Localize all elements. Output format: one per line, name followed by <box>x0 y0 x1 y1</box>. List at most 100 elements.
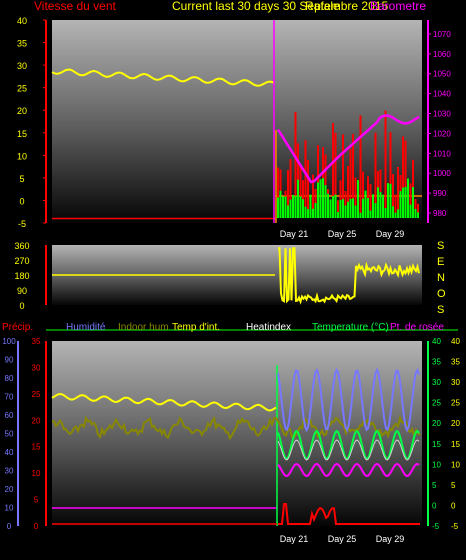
precip-tick: 25 <box>32 390 41 399</box>
legend-item: Heatindex <box>246 322 291 333</box>
precip-tick: 10 <box>32 469 41 478</box>
dir-tick: 360 <box>14 241 29 251</box>
x-tick: Day 25 <box>328 534 357 544</box>
chart-top: -5 0 5 10 15 20 25 30 35 40 980 990 1000 1010 1020 1030… <box>17 16 451 239</box>
dir-letter: E <box>437 256 444 268</box>
precip-tick: 20 <box>32 416 41 425</box>
temp-far-tick: 0 <box>451 501 456 510</box>
series-direction <box>278 247 420 305</box>
hum-tick: 10 <box>5 504 14 513</box>
temp-far-tick: 40 <box>451 337 460 346</box>
hum-tick: 0 <box>7 522 12 531</box>
y-left-tick: 15 <box>17 129 27 139</box>
x-tick: Day 29 <box>376 229 405 239</box>
hum-tick: 20 <box>5 485 14 494</box>
temp-tick: 40 <box>432 337 441 346</box>
series-line-yellow <box>51 68 275 87</box>
dir-letter: S <box>437 304 444 316</box>
legend-item: Humidité <box>66 322 106 333</box>
legend-bottom: Précip. Humidité Indoor hum Temp d'int. Heat… <box>2 322 444 333</box>
y-right-tick: 1070 <box>433 30 451 39</box>
temp-far-tick: 10 <box>451 460 460 469</box>
hum-tick: 30 <box>5 467 14 476</box>
hum-tick: 70 <box>5 393 14 402</box>
y-right-tick: 1010 <box>433 149 451 158</box>
temp-far-tick: 15 <box>451 440 460 449</box>
series-barometre <box>276 114 420 184</box>
precip-tick: 30 <box>32 363 41 372</box>
y-left-tick: 40 <box>17 16 27 26</box>
series-heatindex <box>277 439 420 461</box>
temp-tick: 10 <box>432 460 441 469</box>
chart-direction: 0 90 180 270 360 <box>14 241 458 331</box>
dir-letter: N <box>437 272 445 284</box>
temp-tick: 0 <box>432 501 437 510</box>
temp-tick: 20 <box>432 419 441 428</box>
x-tick: Day 21 <box>280 534 309 544</box>
legend-item: Précip. <box>2 322 33 333</box>
legend-item: Pt. de rosée <box>390 322 444 333</box>
chart-bottom: 010203040506070809010005101520253035-505… <box>2 337 460 544</box>
x-tick: Day 29 <box>376 534 405 544</box>
series-dewpoint <box>277 462 420 478</box>
precip-tick: 35 <box>32 337 41 346</box>
dir-letter: O <box>437 288 446 300</box>
series-humidite <box>277 367 420 433</box>
temp-tick: 35 <box>432 358 441 367</box>
temp-tick: 25 <box>432 399 441 408</box>
y-left-tick: 20 <box>17 106 27 116</box>
hum-tick: 40 <box>5 448 14 457</box>
title-center: Current last 30 days 30 Septembre 2015 <box>172 0 388 13</box>
temp-far-tick: 25 <box>451 399 460 408</box>
y-right-tick: 990 <box>433 189 447 198</box>
y-left-tick: 25 <box>17 84 27 94</box>
precip-tick: 0 <box>34 522 39 531</box>
y-left-tick: 10 <box>17 151 27 161</box>
series-temp-int <box>51 392 277 412</box>
temp-tick: -5 <box>432 522 440 531</box>
series-indoor-hum <box>51 415 421 441</box>
temp-far-tick: 20 <box>451 419 460 428</box>
y-right-tick: 1060 <box>433 50 451 59</box>
y-left-tick: 35 <box>17 39 27 49</box>
hum-tick: 50 <box>5 430 14 439</box>
dir-tick: 0 <box>19 301 24 311</box>
temp-far-tick: 35 <box>451 358 460 367</box>
title-rafale: Rafale <box>305 0 340 13</box>
y-right-tick: 1000 <box>433 169 451 178</box>
x-tick: Day 21 <box>280 229 309 239</box>
legend-item: Temperature (°C) <box>312 322 389 333</box>
hum-tick: 100 <box>2 337 16 346</box>
title-baro: Barometre <box>370 0 426 13</box>
temp-tick: 15 <box>432 440 441 449</box>
y-left-tick: -5 <box>18 219 26 229</box>
temp-far-tick: 30 <box>451 378 460 387</box>
plot-bottom-bg <box>52 341 422 526</box>
hum-tick: 60 <box>5 411 14 420</box>
hum-tick: 90 <box>5 356 14 365</box>
series-temperature <box>277 429 420 461</box>
legend-item: Indoor hum <box>118 322 169 333</box>
x-tick: Day 25 <box>328 229 357 239</box>
legend-item: Temp d'int. <box>172 322 220 333</box>
title-wind: Vitesse du vent <box>34 0 116 13</box>
y-right-tick: 1030 <box>433 110 451 119</box>
hum-tick: 80 <box>5 374 14 383</box>
series-precip <box>278 503 420 525</box>
dir-tick: 90 <box>17 286 27 296</box>
y-right-tick: 1020 <box>433 129 451 138</box>
y-right-tick: 1050 <box>433 70 451 79</box>
y-left-tick: 0 <box>19 196 24 206</box>
y-right-tick: 1040 <box>433 90 451 99</box>
dir-letter: S <box>437 240 444 252</box>
dir-tick: 270 <box>14 256 29 266</box>
dir-tick: 180 <box>14 271 29 281</box>
temp-tick: 5 <box>432 481 437 490</box>
y-right-tick: 980 <box>433 209 447 218</box>
precip-tick: 5 <box>34 496 39 505</box>
y-left-tick: 5 <box>19 174 24 184</box>
y-left-tick: 30 <box>17 61 27 71</box>
